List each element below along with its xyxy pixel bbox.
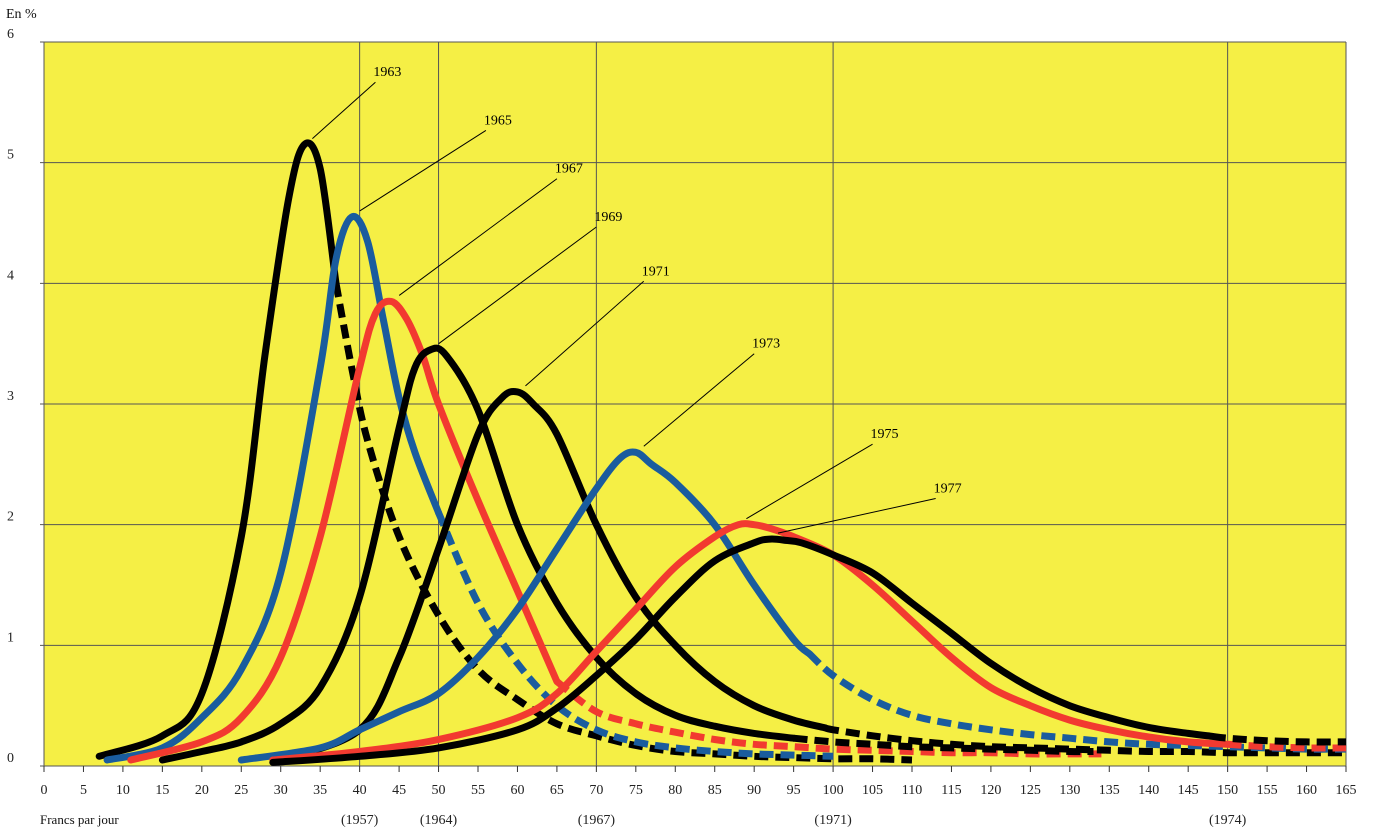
label-1969: 1969 [594, 210, 622, 225]
x-axis-label: Francs par jour [40, 812, 119, 827]
x-tick-label: 25 [234, 783, 248, 798]
x-tick-label: 15 [155, 783, 169, 798]
curve-solid-1975 [269, 520, 1232, 764]
curve-1977 [269, 535, 1347, 766]
x-tick-labels: 0 5 10 15 20 25 30 35 40 45 50 55 60 65 70 75 80 85 90 95 10… [41, 783, 1357, 798]
leader-1975 [746, 443, 873, 520]
x-tick-label: 20 [195, 783, 209, 798]
curve-1967 [127, 297, 1102, 764]
x-tick-label: 130 [1059, 783, 1080, 798]
reference-year-label: (1967) [578, 813, 616, 828]
x-tick-label: 165 [1336, 783, 1357, 798]
label-1967: 1967 [555, 162, 583, 177]
curve-solid-1965 [103, 213, 442, 764]
curve-solid-1977 [269, 535, 1216, 766]
label-1963: 1963 [373, 65, 401, 80]
x-tick-label: 110 [902, 783, 922, 798]
x-tick-label: 60 [510, 783, 524, 798]
label-1965: 1965 [484, 113, 512, 128]
curve-solid-1963 [95, 139, 340, 760]
curve-1969 [158, 344, 1094, 764]
reference-year-label: (1974) [1209, 813, 1247, 828]
x-tick-label: 135 [1099, 783, 1120, 798]
leader-1963 [312, 81, 376, 139]
x-tick-label: 120 [980, 783, 1001, 798]
x-tick-label: 5 [80, 783, 87, 798]
x-tick-label: 80 [668, 783, 682, 798]
y-tick-labels: 0 1 2 3 4 5 6 [7, 27, 14, 766]
leader-1977 [777, 498, 936, 534]
y-tick-label: 5 [7, 148, 14, 163]
y-tick-label: 6 [7, 27, 14, 42]
label-leaders [312, 81, 936, 534]
x-tick-label: 100 [823, 783, 844, 798]
x-tick-label: 115 [941, 783, 961, 798]
x-tick-label: 155 [1257, 783, 1278, 798]
x-tick-label: 140 [1138, 783, 1159, 798]
x-tick-label: 0 [41, 783, 48, 798]
x-tick-label: 40 [353, 783, 367, 798]
y-tick-label: 4 [7, 268, 14, 283]
x-tick-label: 70 [589, 783, 603, 798]
reference-year-labels: (1957) (1964) (1967) (1971) (1974) [341, 813, 1247, 828]
label-1975: 1975 [871, 427, 899, 442]
x-tick-label: 160 [1296, 783, 1317, 798]
x-tick-label: 50 [432, 783, 446, 798]
reference-year-label: (1957) [341, 813, 379, 828]
x-tick-label: 65 [550, 783, 564, 798]
x-tick-label: 30 [274, 783, 288, 798]
leader-1967 [398, 178, 558, 296]
x-tick-label: 75 [629, 783, 643, 798]
curve-1971 [277, 387, 1346, 764]
x-tick-label: 35 [313, 783, 327, 798]
x-tick-label: 150 [1217, 783, 1238, 798]
series-labels: 1963 1965 1967 1969 1971 1973 1975 1977 [373, 65, 961, 496]
x-tick-label: 45 [392, 783, 406, 798]
curve-dashed-1969 [793, 734, 1094, 756]
curve-1975 [269, 520, 1347, 764]
reference-year-label: (1971) [814, 813, 852, 828]
curve-1963 [95, 139, 913, 764]
curve-dashed-1963 [332, 282, 913, 764]
leader-1965 [359, 130, 487, 212]
label-1977: 1977 [934, 482, 962, 497]
x-tick-label: 145 [1178, 783, 1199, 798]
leader-1969 [438, 226, 597, 345]
curve-solid-1971 [277, 387, 829, 764]
y-tick-label: 3 [7, 389, 14, 404]
label-1973: 1973 [752, 337, 780, 352]
curve-solid-1967 [127, 297, 561, 764]
label-1971: 1971 [642, 264, 670, 279]
y-axis-label: En % [6, 7, 37, 22]
leader-1973 [643, 353, 755, 447]
leader-1971 [525, 280, 645, 387]
curve-dashed-1971 [824, 724, 1346, 757]
x-tick-label: 55 [471, 783, 485, 798]
x-tick-label: 105 [862, 783, 883, 798]
y-tick-label: 1 [7, 630, 14, 645]
x-tick-label: 95 [787, 783, 801, 798]
curve-solid-1973 [237, 448, 813, 764]
curve-dashed-1977 [1211, 732, 1347, 746]
curves [95, 139, 1347, 766]
reference-year-label: (1964) [420, 813, 458, 828]
curve-solid-1969 [158, 344, 798, 764]
y-tick-label: 2 [7, 510, 14, 525]
x-tick-label: 125 [1020, 783, 1041, 798]
y-tick-label: 0 [7, 751, 14, 766]
x-tick-label: 85 [708, 783, 722, 798]
x-tick-label: 90 [747, 783, 761, 798]
x-tick-label: 10 [116, 783, 130, 798]
